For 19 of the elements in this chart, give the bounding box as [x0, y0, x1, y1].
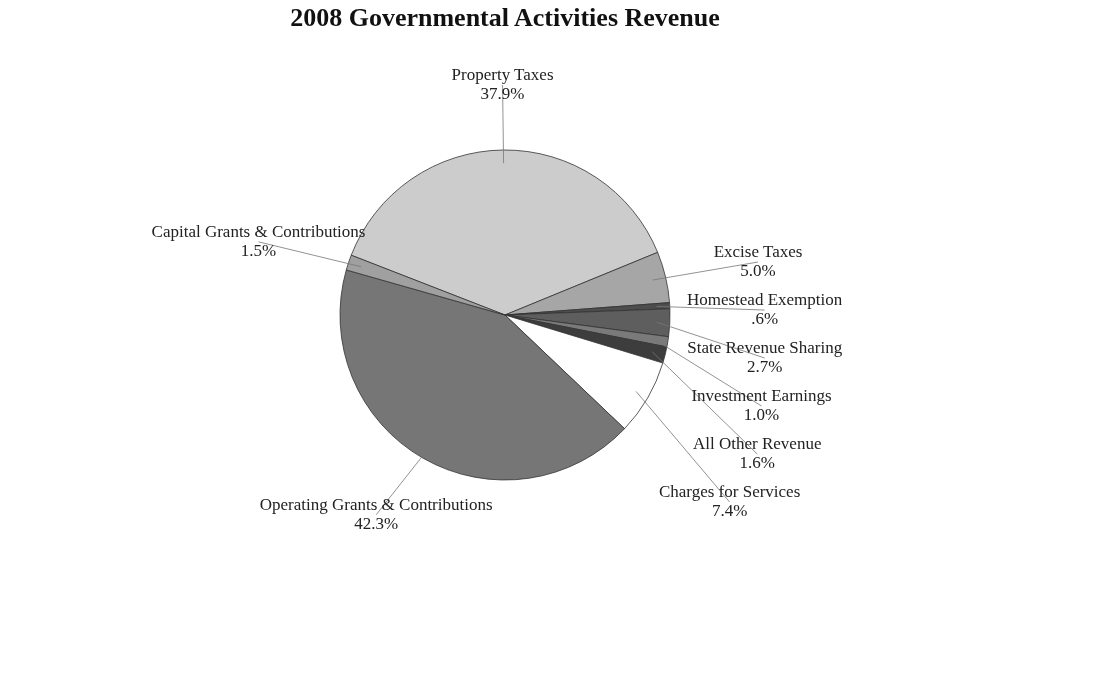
- slice-label: Charges for Services: [658, 482, 801, 502]
- data-label: 7.4%: [711, 501, 748, 521]
- chart-title: 2008 Governmental Activities Revenue: [290, 3, 720, 32]
- data-label: 1.6%: [739, 453, 775, 473]
- slice-label: Investment Earnings: [691, 386, 832, 406]
- data-label: 37.9%: [480, 84, 525, 104]
- data-label: 5.0%: [740, 261, 776, 281]
- data-label: .6%: [751, 309, 779, 329]
- data-label: 1.0%: [743, 405, 780, 425]
- slice-label: All Other Revenue: [693, 434, 822, 454]
- slice-label: Operating Grants & Contributions: [259, 494, 493, 514]
- slice-label: Property Taxes: [451, 65, 554, 85]
- slice-label: State Revenue Sharing: [687, 338, 843, 358]
- slice-label: Excise Taxes: [713, 242, 803, 262]
- data-label: 2.7%: [747, 357, 783, 377]
- slice-label: Homestead Exemption: [686, 290, 843, 310]
- data-label: 42.3%: [354, 513, 399, 533]
- data-label: 1.5%: [240, 240, 277, 260]
- slice-label: Capital Grants & Contributions: [151, 221, 366, 241]
